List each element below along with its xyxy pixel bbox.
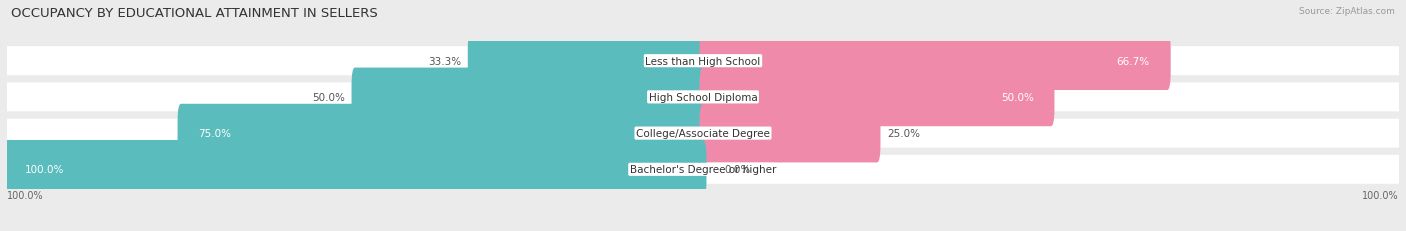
Text: 66.7%: 66.7% — [1116, 56, 1150, 66]
FancyBboxPatch shape — [700, 104, 880, 163]
Text: 50.0%: 50.0% — [1001, 92, 1033, 103]
FancyBboxPatch shape — [7, 119, 1399, 148]
FancyBboxPatch shape — [177, 104, 706, 163]
FancyBboxPatch shape — [7, 155, 1399, 184]
Text: 100.0%: 100.0% — [1362, 190, 1399, 200]
FancyBboxPatch shape — [700, 32, 1171, 91]
Text: 50.0%: 50.0% — [312, 92, 344, 103]
FancyBboxPatch shape — [7, 47, 1399, 76]
FancyBboxPatch shape — [468, 32, 706, 91]
FancyBboxPatch shape — [4, 140, 706, 199]
Text: Less than High School: Less than High School — [645, 56, 761, 66]
Text: 100.0%: 100.0% — [7, 190, 44, 200]
Text: High School Diploma: High School Diploma — [648, 92, 758, 103]
Text: College/Associate Degree: College/Associate Degree — [636, 128, 770, 139]
FancyBboxPatch shape — [700, 68, 1054, 127]
Text: OCCUPANCY BY EDUCATIONAL ATTAINMENT IN SELLERS: OCCUPANCY BY EDUCATIONAL ATTAINMENT IN S… — [11, 7, 378, 20]
Text: 25.0%: 25.0% — [887, 128, 921, 139]
Text: Source: ZipAtlas.com: Source: ZipAtlas.com — [1299, 7, 1395, 16]
Text: Bachelor's Degree or higher: Bachelor's Degree or higher — [630, 165, 776, 175]
FancyBboxPatch shape — [352, 68, 706, 127]
Text: 0.0%: 0.0% — [724, 165, 751, 175]
Text: 100.0%: 100.0% — [24, 165, 63, 175]
Text: 75.0%: 75.0% — [198, 128, 232, 139]
FancyBboxPatch shape — [7, 83, 1399, 112]
Text: 33.3%: 33.3% — [427, 56, 461, 66]
